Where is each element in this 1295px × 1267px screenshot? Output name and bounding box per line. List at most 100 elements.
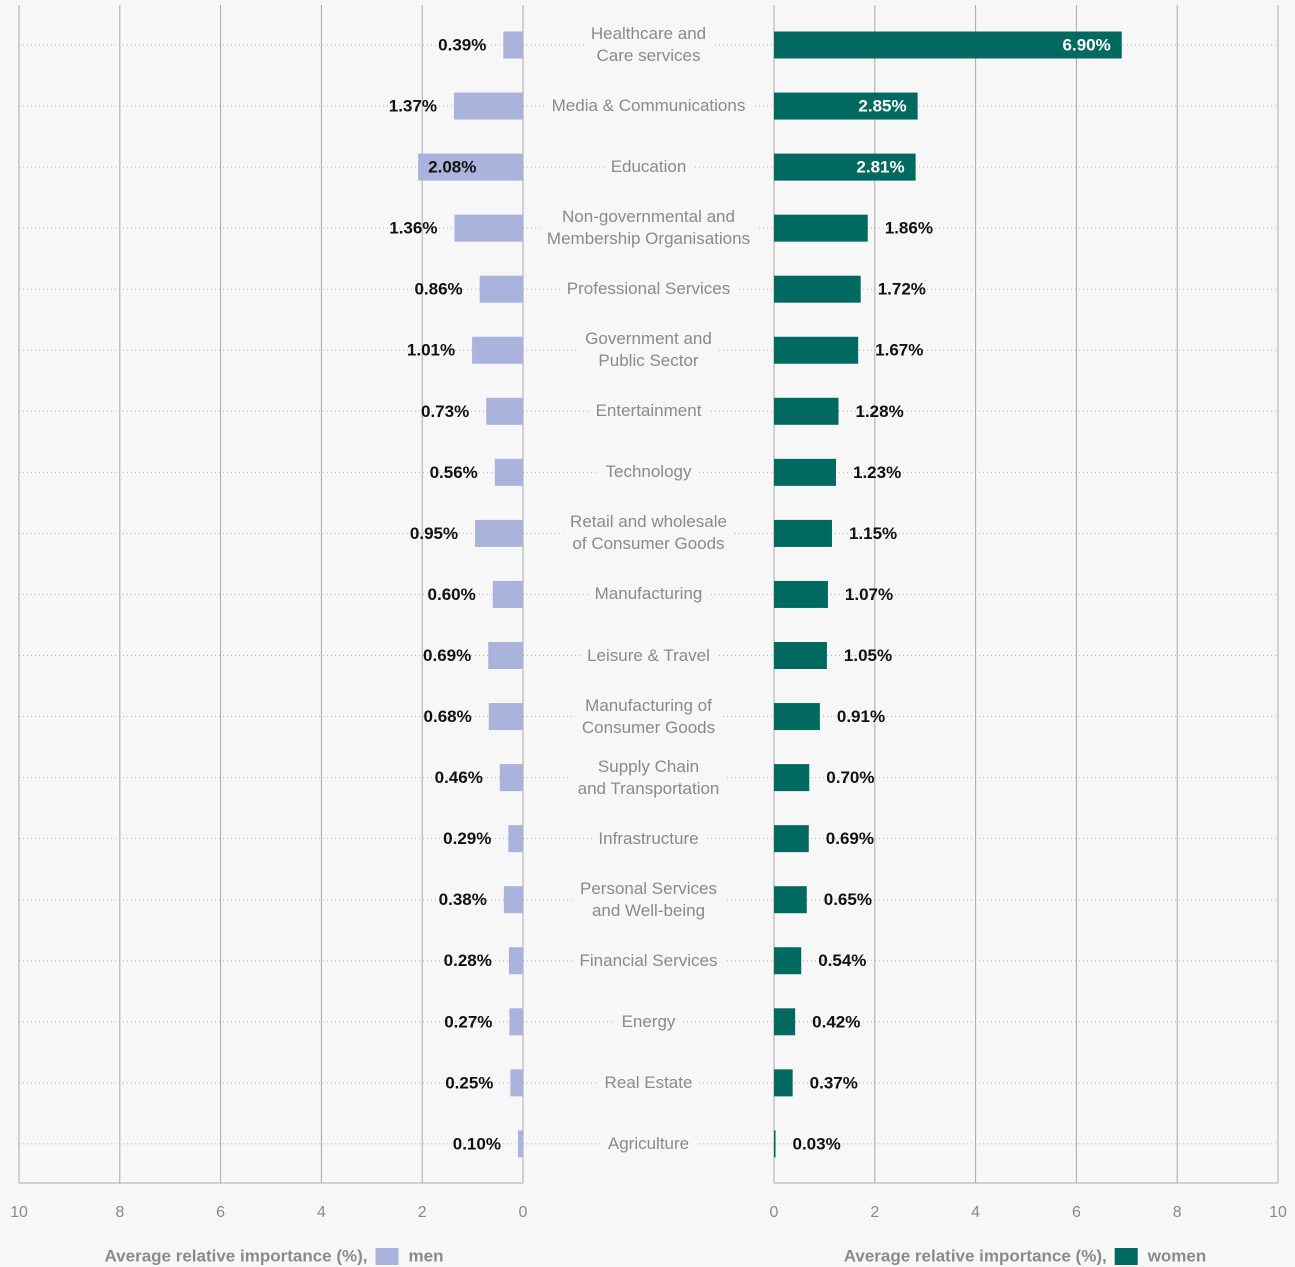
bar bbox=[479, 275, 523, 303]
value-label: 1.23% bbox=[853, 463, 901, 482]
bar bbox=[774, 519, 832, 547]
value-label: 0.39% bbox=[438, 35, 486, 54]
bar bbox=[418, 153, 523, 181]
bar bbox=[774, 947, 802, 975]
category-label: Personal Services and Well-being bbox=[572, 877, 725, 922]
x-tick-label: 8 bbox=[1173, 1204, 1182, 1221]
category-label: Professional Services bbox=[559, 278, 738, 301]
value-label: 1.07% bbox=[845, 585, 893, 604]
category-label: Financial Services bbox=[572, 949, 725, 972]
bar bbox=[503, 886, 523, 914]
value-label: 0.70% bbox=[826, 768, 874, 787]
bar bbox=[488, 703, 523, 731]
axis-label: Average relative importance (%), bbox=[844, 1246, 1107, 1265]
bar bbox=[774, 92, 918, 120]
value-label: 1.37% bbox=[389, 97, 437, 116]
bar bbox=[454, 214, 523, 242]
bar bbox=[503, 31, 523, 59]
value-label: 0.60% bbox=[428, 585, 476, 604]
axis-label: Average relative importance (%), bbox=[105, 1246, 368, 1265]
value-label: 1.67% bbox=[875, 341, 923, 360]
bar bbox=[774, 336, 859, 364]
value-label: 0.65% bbox=[824, 890, 872, 909]
category-label: Entertainment bbox=[588, 400, 709, 423]
bar bbox=[508, 947, 523, 975]
legend-label: men bbox=[409, 1246, 444, 1265]
x-tick-label: 4 bbox=[971, 1204, 980, 1221]
bar bbox=[494, 458, 523, 486]
category-label: Technology bbox=[598, 461, 699, 484]
bar bbox=[774, 458, 836, 486]
x-tick-label: 10 bbox=[1269, 1204, 1287, 1221]
bar bbox=[774, 1008, 796, 1036]
bar bbox=[774, 580, 828, 608]
value-label: 1.05% bbox=[844, 646, 892, 665]
bar bbox=[774, 397, 839, 425]
bar bbox=[774, 825, 809, 853]
x-tick-label: 6 bbox=[1072, 1204, 1081, 1221]
x-tick-label: 6 bbox=[216, 1204, 225, 1221]
bar bbox=[774, 153, 916, 181]
value-label: 0.46% bbox=[435, 768, 483, 787]
category-label: Agriculture bbox=[600, 1132, 697, 1155]
bar bbox=[774, 275, 861, 303]
bar bbox=[774, 214, 868, 242]
value-label: 0.91% bbox=[837, 707, 885, 726]
value-label: 0.86% bbox=[414, 280, 462, 299]
bar bbox=[453, 92, 523, 120]
bar bbox=[488, 642, 523, 669]
bar bbox=[486, 397, 523, 425]
bar bbox=[509, 1008, 523, 1036]
value-label: 1.36% bbox=[389, 219, 437, 238]
category-label: Manufacturing bbox=[587, 583, 710, 606]
x-tick-label: 2 bbox=[870, 1204, 879, 1221]
legend-label: women bbox=[1147, 1246, 1207, 1265]
value-label: 0.38% bbox=[439, 890, 487, 909]
value-label: 0.28% bbox=[444, 951, 492, 970]
bar bbox=[510, 1069, 523, 1097]
legend-swatch bbox=[375, 1248, 399, 1265]
value-label: 0.10% bbox=[453, 1134, 501, 1153]
value-label: 1.15% bbox=[849, 524, 897, 543]
bar bbox=[475, 519, 523, 547]
bar bbox=[517, 1130, 523, 1158]
value-label: 0.73% bbox=[421, 402, 469, 421]
category-label: Supply Chain and Transportation bbox=[570, 755, 727, 800]
bar bbox=[774, 642, 827, 669]
x-tick-label: 0 bbox=[770, 1204, 779, 1221]
value-label: 0.54% bbox=[818, 951, 866, 970]
value-label: 0.37% bbox=[810, 1073, 858, 1092]
value-label: 0.68% bbox=[424, 707, 472, 726]
value-label: 2.85% bbox=[858, 97, 906, 116]
category-label: Infrastructure bbox=[591, 827, 706, 850]
value-label: 1.86% bbox=[885, 219, 933, 238]
value-label: 0.03% bbox=[793, 1134, 841, 1153]
category-label: Retail and wholesale of Consumer Goods bbox=[563, 511, 734, 556]
value-label: 1.72% bbox=[878, 280, 926, 299]
value-label: 1.28% bbox=[856, 402, 904, 421]
value-label: 1.01% bbox=[407, 341, 455, 360]
bar bbox=[492, 580, 523, 608]
value-label: 0.27% bbox=[444, 1012, 492, 1031]
value-label: 0.69% bbox=[423, 646, 471, 665]
value-label: 2.08% bbox=[428, 158, 476, 177]
value-label: 0.42% bbox=[812, 1012, 860, 1031]
category-label: Manufacturing of Consumer Goods bbox=[574, 694, 723, 739]
x-tick-label: 10 bbox=[10, 1204, 28, 1221]
value-label: 0.56% bbox=[430, 463, 478, 482]
value-label: 0.25% bbox=[445, 1073, 493, 1092]
category-label: Healthcare and Care services bbox=[583, 23, 714, 67]
value-label: 0.95% bbox=[410, 524, 458, 543]
x-tick-label: 2 bbox=[418, 1204, 427, 1221]
category-label: Leisure & Travel bbox=[580, 644, 717, 667]
legend-swatch bbox=[1114, 1248, 1138, 1265]
bar bbox=[774, 31, 1122, 59]
category-label: Non-governmental and Membership Organisa… bbox=[539, 206, 758, 251]
category-label: Education bbox=[603, 156, 694, 179]
bar bbox=[774, 703, 820, 731]
value-label: 2.81% bbox=[856, 158, 904, 177]
bar bbox=[774, 1130, 776, 1158]
category-label: Government and Public Sector bbox=[578, 328, 719, 373]
bar bbox=[774, 1069, 793, 1097]
